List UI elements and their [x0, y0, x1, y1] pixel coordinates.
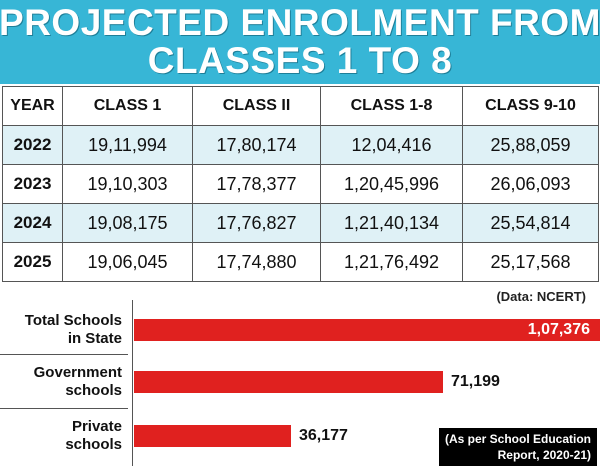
report-note-line-1: (As per School Education: [444, 432, 591, 446]
table-row: 2023 19,10,303 17,78,377 1,20,45,996 26,…: [2, 164, 599, 204]
column-header-class-2: CLASS II: [192, 86, 321, 126]
table-cell: 26,06,093: [462, 164, 599, 204]
bar-category-label: Private schools: [65, 418, 122, 453]
table-header-row: YEAR CLASS 1 CLASS II CLASS 1-8 CLASS 9-…: [2, 86, 599, 126]
data-source: (Data: NCERT): [496, 289, 586, 304]
table-row: 2024 19,08,175 17,76,827 1,21,40,134 25,…: [2, 203, 599, 243]
bar-value-label: 36,177: [299, 427, 348, 444]
bar-row-divider: [0, 408, 128, 409]
bar: [134, 319, 600, 341]
column-header-class-1: CLASS 1: [62, 86, 193, 126]
title-banner: PROJECTED ENROLMENT FROM CLASSES 1 TO 8: [0, 0, 600, 84]
table-cell: 17,78,377: [192, 164, 321, 204]
enrolment-table: YEAR CLASS 1 CLASS II CLASS 1-8 CLASS 9-…: [2, 86, 599, 282]
table-cell: 2023: [2, 164, 63, 204]
table-cell: 1,20,45,996: [320, 164, 463, 204]
report-note-line-2: Report, 2020-21): [497, 448, 591, 462]
table-cell: 1,21,76,492: [320, 242, 463, 282]
table-cell: 2025: [2, 242, 63, 282]
table-cell: 19,08,175: [62, 203, 193, 243]
table-cell: 2024: [2, 203, 63, 243]
bar-chart-axis: [132, 300, 133, 466]
table-row: 2022 19,11,994 17,80,174 12,04,416 25,88…: [2, 125, 599, 165]
table-cell: 19,10,303: [62, 164, 193, 204]
table-row: 2025 19,06,045 17,74,880 1,21,76,492 25,…: [2, 242, 599, 282]
title-line-2: CLASSES 1 TO 8: [147, 40, 453, 81]
table-cell: 17,76,827: [192, 203, 321, 243]
column-header-class-9-10: CLASS 9-10: [462, 86, 599, 126]
bar-category-label: Government schools: [33, 364, 122, 399]
table-cell: 19,06,045: [62, 242, 193, 282]
bar-value-label: 71,199: [451, 373, 500, 390]
report-note: (As per School Education Report, 2020-21…: [438, 428, 597, 466]
table-cell: 12,04,416: [320, 125, 463, 165]
title-line-1: PROJECTED ENROLMENT FROM: [0, 2, 600, 43]
table-cell: 25,88,059: [462, 125, 599, 165]
bar: [134, 371, 443, 393]
bar-category-label: Total Schools in State: [24, 312, 122, 347]
bar-value-label: 1,07,376: [527, 321, 590, 338]
table-cell: 17,80,174: [192, 125, 321, 165]
table-cell: 25,17,568: [462, 242, 599, 282]
column-header-year: YEAR: [2, 86, 63, 126]
table-cell: 17,74,880: [192, 242, 321, 282]
column-header-class-1-8: CLASS 1-8: [320, 86, 463, 126]
bar-row-divider: [0, 354, 128, 355]
bar: [134, 425, 291, 447]
table-cell: 25,54,814: [462, 203, 599, 243]
table-cell: 19,11,994: [62, 125, 193, 165]
table-cell: 2022: [2, 125, 63, 165]
table-cell: 1,21,40,134: [320, 203, 463, 243]
